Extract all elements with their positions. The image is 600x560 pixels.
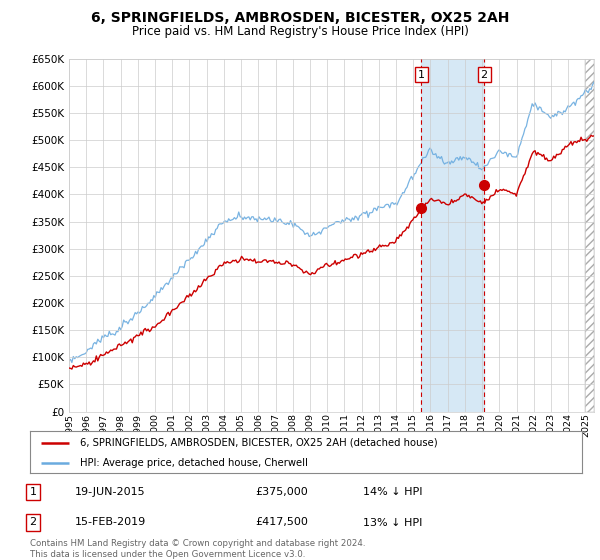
Text: 2: 2: [29, 517, 37, 528]
Text: 6, SPRINGFIELDS, AMBROSDEN, BICESTER, OX25 2AH (detached house): 6, SPRINGFIELDS, AMBROSDEN, BICESTER, OX…: [80, 438, 437, 448]
Text: 2: 2: [481, 69, 488, 80]
Text: 19-JUN-2015: 19-JUN-2015: [75, 487, 146, 497]
Text: 15-FEB-2019: 15-FEB-2019: [75, 517, 146, 528]
Bar: [586, 59, 594, 412]
Text: £375,000: £375,000: [255, 487, 308, 497]
Text: Price paid vs. HM Land Registry's House Price Index (HPI): Price paid vs. HM Land Registry's House …: [131, 25, 469, 38]
Text: Contains HM Land Registry data © Crown copyright and database right 2024.
This d: Contains HM Land Registry data © Crown c…: [30, 539, 365, 559]
Text: 13% ↓ HPI: 13% ↓ HPI: [363, 517, 422, 528]
Text: £417,500: £417,500: [255, 517, 308, 528]
Text: HPI: Average price, detached house, Cherwell: HPI: Average price, detached house, Cher…: [80, 458, 308, 468]
Bar: [586, 59, 594, 412]
Bar: [421, 59, 484, 412]
Text: 1: 1: [418, 69, 425, 80]
Text: 6, SPRINGFIELDS, AMBROSDEN, BICESTER, OX25 2AH: 6, SPRINGFIELDS, AMBROSDEN, BICESTER, OX…: [91, 11, 509, 25]
Text: 1: 1: [29, 487, 37, 497]
Text: 14% ↓ HPI: 14% ↓ HPI: [363, 487, 422, 497]
